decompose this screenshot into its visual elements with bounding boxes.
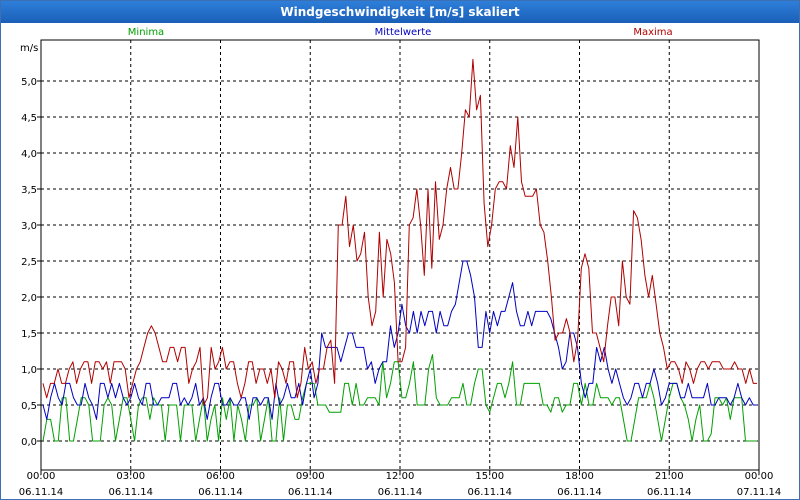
x-tick-date: 06.11.14 bbox=[19, 487, 64, 498]
y-tick-label: 0,5 bbox=[21, 401, 37, 412]
legend-minima: Minima bbox=[128, 27, 164, 38]
legend-maxima: Maxima bbox=[633, 27, 672, 38]
y-axis-unit: m/s bbox=[20, 43, 38, 54]
x-tick-time: 12:00 bbox=[386, 471, 415, 482]
x-tick-time: 21:00 bbox=[655, 471, 684, 482]
y-tick-label: 3,5 bbox=[21, 185, 37, 196]
x-tick-time: 00:00 bbox=[745, 471, 774, 482]
x-tick-time: 03:00 bbox=[116, 471, 145, 482]
y-tick-label: 4,0 bbox=[21, 149, 37, 160]
y-tick-label: 1,0 bbox=[21, 365, 37, 376]
series-lines bbox=[42, 58, 757, 442]
window-title: Windgeschwindigkeit [m/s] skaliert bbox=[1, 1, 799, 23]
y-tick-label: 3,0 bbox=[21, 221, 37, 232]
series-line-minima bbox=[42, 354, 757, 442]
x-tick-date: 06.11.14 bbox=[108, 487, 153, 498]
series-line-mittelwerte bbox=[42, 260, 757, 420]
x-axis: 00:00 06.11.14 03:00 06.11.14 06:00 06.11.14 0… bbox=[19, 470, 782, 498]
x-tick-time: 18:00 bbox=[565, 471, 594, 482]
x-tick-date: 06.11.14 bbox=[198, 487, 243, 498]
x-tick-time: 15:00 bbox=[475, 471, 504, 482]
legend-mittelwerte: Mittelwerte bbox=[375, 27, 432, 38]
x-tick-time: 06:00 bbox=[206, 471, 235, 482]
x-tick-date: 06.11.14 bbox=[557, 487, 602, 498]
y-tick-label: 2,5 bbox=[21, 257, 37, 268]
x-tick-time: 00:00 bbox=[27, 471, 56, 482]
x-tick-date: 06.11.14 bbox=[378, 487, 423, 498]
series-line-maxima bbox=[42, 58, 757, 406]
x-tick-date: 06.11.14 bbox=[647, 487, 692, 498]
x-tick-date: 06.11.14 bbox=[288, 487, 333, 498]
plot-frame bbox=[40, 39, 760, 471]
y-tick-label: 5,0 bbox=[21, 77, 37, 88]
y-tick-label: 1,5 bbox=[21, 329, 37, 340]
y-axis: m/s 0,0 0,5 1,0 1,5 2,0 2,5 3,0 3,5 4,0 4,5 5,0 bbox=[20, 43, 41, 448]
wind-speed-chart: m/s 0,0 0,5 1,0 1,5 2,0 2,5 3,0 3,5 4,0 4,5 5,0 00… bbox=[19, 27, 782, 498]
y-tick-label: 4,5 bbox=[21, 113, 37, 124]
y-tick-label: 2,0 bbox=[21, 293, 37, 304]
y-tick-label: 0,0 bbox=[21, 437, 37, 448]
legend: Minima Mittelwerte Maxima bbox=[128, 27, 673, 38]
x-tick-date: 07.11.14 bbox=[737, 487, 782, 498]
x-tick-time: 09:00 bbox=[296, 471, 325, 482]
x-tick-date: 06.11.14 bbox=[467, 487, 512, 498]
